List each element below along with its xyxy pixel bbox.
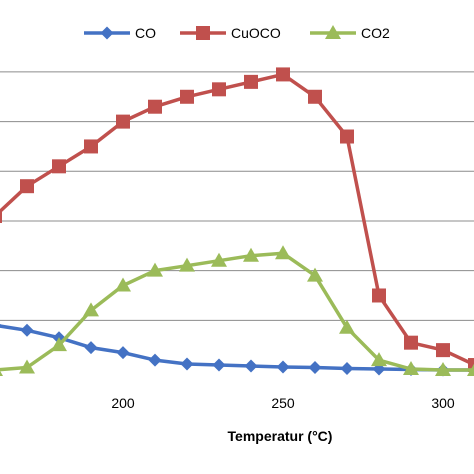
data-point-co2 bbox=[403, 361, 419, 376]
data-point-cuoco bbox=[52, 159, 66, 174]
data-point-co bbox=[180, 357, 194, 371]
series-co2 bbox=[0, 245, 474, 376]
data-point-cuoco bbox=[276, 67, 290, 82]
gridlines bbox=[0, 71, 474, 321]
data-point-co bbox=[148, 353, 162, 367]
series-group bbox=[0, 67, 474, 377]
legend-swatch-marker bbox=[325, 25, 341, 39]
data-point-co2 bbox=[275, 245, 291, 260]
data-point-co2 bbox=[211, 252, 227, 267]
data-point-cuoco bbox=[404, 335, 418, 350]
data-point-co2 bbox=[339, 319, 355, 334]
data-point-co bbox=[244, 359, 258, 373]
data-point-co2 bbox=[147, 262, 163, 277]
data-point-co2 bbox=[83, 302, 99, 317]
data-point-cuoco bbox=[212, 82, 226, 97]
data-point-co bbox=[116, 346, 130, 360]
x-axis-ticks: 200 250 300 bbox=[111, 395, 455, 411]
x-tick-label: 250 bbox=[271, 395, 295, 411]
x-tick-label: 200 bbox=[111, 395, 135, 411]
data-point-co bbox=[84, 341, 98, 355]
data-point-co2 bbox=[19, 359, 35, 374]
data-point-co2 bbox=[467, 363, 474, 376]
data-point-cuoco bbox=[436, 343, 450, 358]
data-point-co2 bbox=[435, 362, 451, 376]
legend-item-co: CO bbox=[84, 25, 156, 41]
legend-item-co2: CO2 bbox=[310, 25, 390, 41]
legend-label: CuOCO bbox=[231, 25, 281, 41]
data-point-co bbox=[0, 323, 2, 327]
x-tick-label: 300 bbox=[431, 395, 455, 411]
data-point-cuoco bbox=[0, 209, 2, 223]
data-point-co bbox=[276, 360, 290, 374]
data-point-co2 bbox=[115, 277, 131, 292]
data-point-co bbox=[340, 362, 354, 376]
x-axis-title: Temperatur (°C) bbox=[228, 428, 333, 444]
series-line-co2 bbox=[0, 251, 474, 372]
data-point-cuoco bbox=[308, 89, 322, 104]
data-point-co2 bbox=[0, 370, 3, 376]
data-point-cuoco bbox=[244, 74, 258, 89]
data-point-cuoco bbox=[84, 139, 98, 154]
data-point-co bbox=[308, 361, 322, 375]
data-point-cuoco bbox=[340, 129, 354, 144]
legend-swatch-marker bbox=[196, 26, 210, 40]
legend-label: CO bbox=[135, 25, 156, 41]
legend-item-cuoco: CuOCO bbox=[180, 25, 281, 41]
data-point-cuoco bbox=[116, 114, 130, 129]
data-point-co2 bbox=[243, 247, 259, 262]
legend-swatch-marker bbox=[100, 26, 114, 40]
data-point-cuoco bbox=[20, 179, 34, 194]
series-line-co bbox=[0, 324, 474, 372]
data-point-cuoco bbox=[468, 358, 474, 373]
data-point-co2 bbox=[179, 257, 195, 272]
data-point-co bbox=[212, 358, 226, 372]
legend-label: CO2 bbox=[361, 25, 390, 41]
data-point-co bbox=[20, 323, 34, 337]
series-line-cuoco bbox=[0, 72, 474, 367]
chart-legend: CO CuOCO CO2 bbox=[84, 25, 390, 41]
data-point-co2 bbox=[307, 267, 323, 282]
data-point-cuoco bbox=[180, 89, 194, 104]
data-point-cuoco bbox=[372, 288, 386, 303]
data-point-co2 bbox=[371, 352, 387, 367]
data-point-cuoco bbox=[148, 99, 162, 114]
data-point-co2 bbox=[51, 337, 67, 352]
series-cuoco bbox=[0, 67, 474, 373]
